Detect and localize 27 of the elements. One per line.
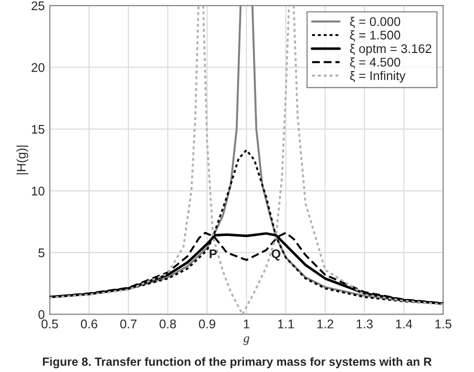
x-tick-label: 0.5 xyxy=(42,320,58,328)
y-tick-label: 0 xyxy=(38,310,44,319)
annotation: P xyxy=(210,249,217,258)
caption: Figure 8. Transfer function of the primary mass for systems with an R xyxy=(42,357,432,368)
x-tick-label: 1.1 xyxy=(278,320,294,328)
legend-label: ξ optm = 3.162 xyxy=(350,44,432,56)
x-tick-label: 1.4 xyxy=(396,320,412,328)
x-tick-label: 0.6 xyxy=(80,320,98,328)
y-tick-label: 10 xyxy=(32,186,44,196)
x-tick-label: 0.8 xyxy=(160,320,176,328)
y-tick-label: 5 xyxy=(38,248,44,258)
x-tick-label: 1 xyxy=(244,320,250,328)
x-tick-label: 1.3 xyxy=(356,320,373,328)
legend-label: ξ = Infinity xyxy=(350,70,406,83)
annotation: Q xyxy=(272,249,280,261)
x-tick-label: 1.2 xyxy=(317,320,334,328)
y-axis-title: |H(g)| xyxy=(16,146,28,174)
y-tick-label: 15 xyxy=(32,125,44,134)
legend-label: ξ = 0.000 xyxy=(350,16,400,28)
legend-label: ξ = 4.500 xyxy=(350,57,400,69)
x-tick-label: 1.5 xyxy=(435,320,452,328)
legend-label: ξ = 1.500 xyxy=(350,30,400,42)
y-tick-label: 20 xyxy=(32,63,44,72)
x-axis-title: g xyxy=(243,336,250,345)
x-tick-label: 0.7 xyxy=(120,320,137,328)
y-tick-label: 25 xyxy=(32,1,44,10)
x-tick-label: 0.9 xyxy=(198,320,216,328)
